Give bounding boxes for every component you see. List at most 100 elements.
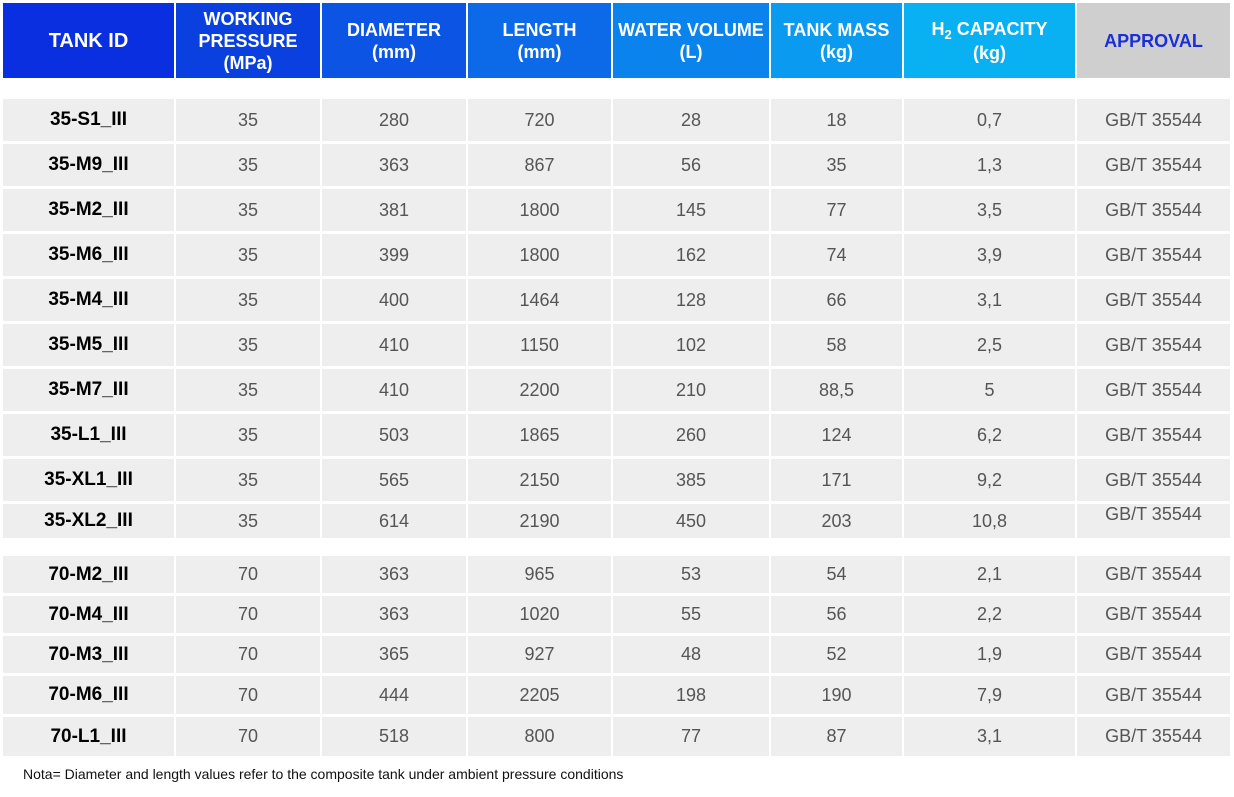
header-water-volume-label: WATER VOLUME xyxy=(618,19,764,40)
header-tank-mass-unit: (kg) xyxy=(819,41,853,62)
header-diameter: DIAMETER (mm) xyxy=(322,3,466,78)
cell-approval: GB/T 35544 xyxy=(1077,556,1230,593)
header-h2-capacity-label: H2 CAPACITY xyxy=(932,18,1048,42)
cell-water-volume: 77 xyxy=(613,717,769,756)
cell-diameter: 400 xyxy=(322,279,466,321)
cell-tank-id: 70-M6_III xyxy=(3,676,174,714)
header-working-pressure: WORKING PRESSURE (MPa) xyxy=(176,3,320,78)
cell-length: 867 xyxy=(468,144,611,186)
cell-h2-capacity: 7,9 xyxy=(904,676,1075,714)
cell-approval: GB/T 35544 xyxy=(1077,676,1230,714)
header-h2-capacity-text: CAPACITY xyxy=(951,18,1048,39)
cell-diameter: 363 xyxy=(322,144,466,186)
header-working-pressure-line1: WORKING xyxy=(203,8,293,29)
header-approval: APPROVAL xyxy=(1077,3,1230,78)
cell-approval: GB/T 35544 xyxy=(1077,414,1230,456)
cell-h2-capacity: 3,9 xyxy=(904,234,1075,276)
cell-approval: GB/T 35544 xyxy=(1077,504,1230,538)
cell-tank-mass: 190 xyxy=(771,676,902,714)
cell-working-pressure: 70 xyxy=(176,556,320,593)
cell-water-volume: 128 xyxy=(613,279,769,321)
header-tank-id: TANK ID xyxy=(3,3,174,78)
cell-diameter: 614 xyxy=(322,504,466,538)
cell-diameter: 365 xyxy=(322,636,466,673)
cell-working-pressure: 35 xyxy=(176,234,320,276)
cell-h2-capacity: 9,2 xyxy=(904,459,1075,501)
cell-diameter: 280 xyxy=(322,99,466,141)
cell-tank-id: 70-M2_III xyxy=(3,556,174,593)
cell-water-volume: 162 xyxy=(613,234,769,276)
cell-tank-id: 35-M2_III xyxy=(3,189,174,231)
cell-tank-id: 35-M9_III xyxy=(3,144,174,186)
cell-water-volume: 385 xyxy=(613,459,769,501)
header-water-volume: WATER VOLUME (L) xyxy=(613,3,769,78)
cell-working-pressure: 35 xyxy=(176,99,320,141)
cell-h2-capacity: 2,5 xyxy=(904,324,1075,366)
cell-water-volume: 102 xyxy=(613,324,769,366)
cell-approval: GB/T 35544 xyxy=(1077,596,1230,633)
header-diameter-unit: (mm) xyxy=(372,41,416,62)
cell-approval: GB/T 35544 xyxy=(1077,144,1230,186)
cell-h2-capacity: 10,8 xyxy=(904,504,1075,538)
cell-h2-capacity: 1,3 xyxy=(904,144,1075,186)
cell-approval: GB/T 35544 xyxy=(1077,189,1230,231)
cell-diameter: 503 xyxy=(322,414,466,456)
cell-tank-mass: 35 xyxy=(771,144,902,186)
cell-working-pressure: 35 xyxy=(176,504,320,538)
cell-diameter: 363 xyxy=(322,556,466,593)
cell-tank-mass: 74 xyxy=(771,234,902,276)
cell-tank-mass: 54 xyxy=(771,556,902,593)
cell-tank-id: 70-L1_III xyxy=(3,717,174,756)
cell-diameter: 399 xyxy=(322,234,466,276)
cell-working-pressure: 70 xyxy=(176,636,320,673)
header-tank-mass-label: TANK MASS xyxy=(783,19,890,40)
cell-tank-id: 70-M4_III xyxy=(3,596,174,633)
cell-working-pressure: 35 xyxy=(176,324,320,366)
header-h2-capacity-unit: (kg) xyxy=(973,42,1006,63)
cell-approval: GB/T 35544 xyxy=(1077,636,1230,673)
cell-working-pressure: 70 xyxy=(176,676,320,714)
cell-working-pressure: 35 xyxy=(176,369,320,411)
header-length: LENGTH (mm) xyxy=(468,3,611,78)
cell-diameter: 381 xyxy=(322,189,466,231)
cell-diameter: 518 xyxy=(322,717,466,756)
cell-water-volume: 210 xyxy=(613,369,769,411)
cell-water-volume: 28 xyxy=(613,99,769,141)
header-working-pressure-unit: (MPa) xyxy=(223,52,273,73)
cell-length: 965 xyxy=(468,556,611,593)
cell-h2-capacity: 6,2 xyxy=(904,414,1075,456)
cell-h2-capacity: 2,2 xyxy=(904,596,1075,633)
cell-working-pressure: 35 xyxy=(176,459,320,501)
cell-h2-capacity: 2,1 xyxy=(904,556,1075,593)
cell-working-pressure: 35 xyxy=(176,279,320,321)
cell-h2-capacity: 0,7 xyxy=(904,99,1075,141)
cell-water-volume: 450 xyxy=(613,504,769,538)
cell-tank-mass: 56 xyxy=(771,596,902,633)
cell-tank-mass: 88,5 xyxy=(771,369,902,411)
header-length-label: LENGTH xyxy=(502,19,577,40)
cell-tank-id: 35-L1_III xyxy=(3,414,174,456)
cell-h2-capacity: 3,5 xyxy=(904,189,1075,231)
header-tank-id-label: TANK ID xyxy=(48,29,129,52)
cell-h2-capacity: 3,1 xyxy=(904,279,1075,321)
cell-h2-capacity: 1,9 xyxy=(904,636,1075,673)
cell-diameter: 410 xyxy=(322,324,466,366)
cell-approval: GB/T 35544 xyxy=(1077,324,1230,366)
header-tank-mass: TANK MASS (kg) xyxy=(771,3,902,78)
cell-tank-id: 35-M7_III xyxy=(3,369,174,411)
cell-water-volume: 55 xyxy=(613,596,769,633)
cell-approval: GB/T 35544 xyxy=(1077,369,1230,411)
cell-tank-mass: 203 xyxy=(771,504,902,538)
header-h2-subscript: 2 xyxy=(944,26,952,42)
cell-water-volume: 56 xyxy=(613,144,769,186)
cell-tank-id: 35-XL1_III xyxy=(3,459,174,501)
cell-water-volume: 48 xyxy=(613,636,769,673)
cell-tank-mass: 18 xyxy=(771,99,902,141)
cell-tank-id: 35-M6_III xyxy=(3,234,174,276)
cell-length: 2205 xyxy=(468,676,611,714)
cell-length: 800 xyxy=(468,717,611,756)
cell-diameter: 410 xyxy=(322,369,466,411)
header-length-unit: (mm) xyxy=(517,41,562,62)
cell-working-pressure: 35 xyxy=(176,189,320,231)
cell-length: 2190 xyxy=(468,504,611,538)
